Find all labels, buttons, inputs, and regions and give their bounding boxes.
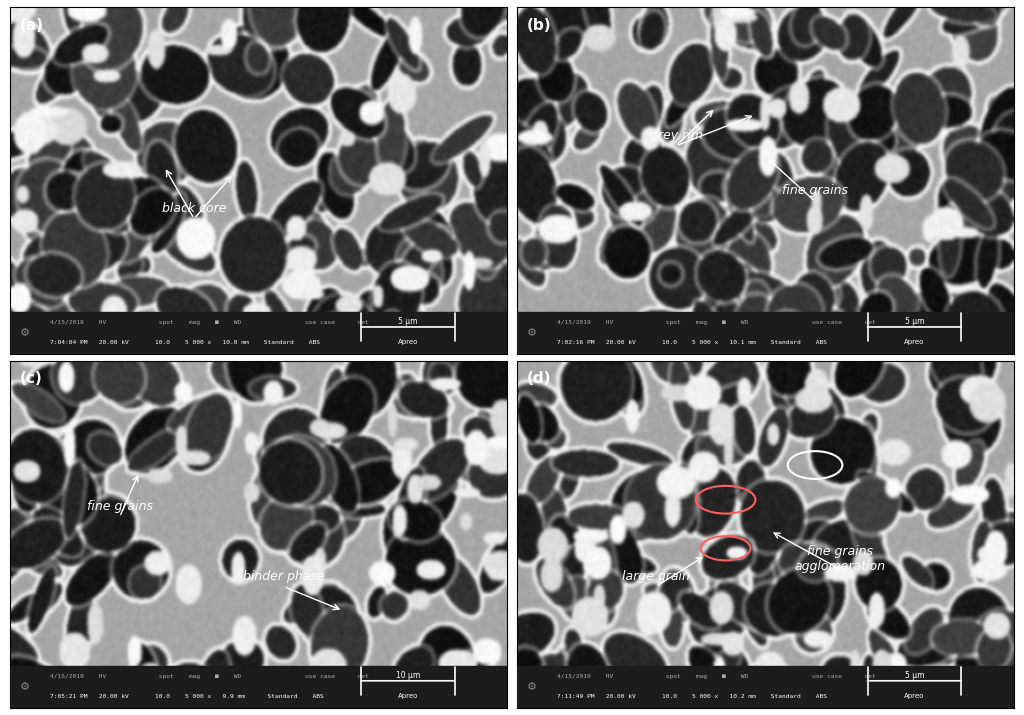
- Text: 4/15/2019    HV              spot    mag    ■    WD                 use case    : 4/15/2019 HV spot mag ■ WD use case: [50, 674, 369, 679]
- Text: 4/15/2019    HV              spot    mag    ■    WD                 use case    : 4/15/2019 HV spot mag ■ WD use case: [557, 674, 876, 679]
- Text: 5 μm: 5 μm: [904, 671, 924, 680]
- Bar: [517, 312, 1014, 354]
- Text: 7:02:16 PM   20.00 kV       10.0    5 000 x   10.1 mm    Standard    ABS: 7:02:16 PM 20.00 kV 10.0 5 000 x 10.1 mm…: [557, 340, 826, 345]
- Text: 4/15/2019    HV              spot    mag    ■    WD                 use case    : 4/15/2019 HV spot mag ■ WD use case: [557, 320, 876, 325]
- Text: (b): (b): [527, 18, 552, 33]
- Text: 7:05:21 PM   20.00 kV       10.0    5 000 x   9.9 mm      Standard    ABS: 7:05:21 PM 20.00 kV 10.0 5 000 x 9.9 mm …: [50, 694, 324, 699]
- Text: 5 μm: 5 μm: [904, 317, 924, 326]
- Text: 10 μm: 10 μm: [395, 671, 420, 680]
- Text: 7:04:04 PM   20.00 kV       10.0    5 000 x   10.0 mm    Standard    ABS: 7:04:04 PM 20.00 kV 10.0 5 000 x 10.0 mm…: [50, 340, 319, 345]
- Text: 4/15/2019    HV              spot    mag    ■    WD                 use case    : 4/15/2019 HV spot mag ■ WD use case: [50, 320, 369, 325]
- Text: fine grains
agglomeration: fine grains agglomeration: [795, 545, 886, 573]
- Text: binder phase: binder phase: [243, 570, 325, 583]
- Text: ⚙: ⚙: [527, 682, 537, 692]
- Text: 7:11:49 PM   20.00 kV       10.0    5 000 x   10.2 mm    Standard    ABS: 7:11:49 PM 20.00 kV 10.0 5 000 x 10.2 mm…: [557, 694, 826, 699]
- Text: (a): (a): [20, 18, 44, 33]
- Text: Apreo: Apreo: [904, 694, 925, 699]
- Text: ⚙: ⚙: [527, 328, 537, 338]
- Text: ⚙: ⚙: [20, 328, 30, 338]
- Text: Apreo: Apreo: [397, 340, 418, 345]
- Bar: [10, 666, 507, 708]
- Text: 5 μm: 5 μm: [398, 317, 418, 326]
- Text: (d): (d): [527, 371, 551, 386]
- Text: (c): (c): [20, 371, 43, 386]
- Text: Apreo: Apreo: [904, 340, 925, 345]
- Text: grey rim: grey rim: [649, 129, 702, 142]
- Bar: [10, 312, 507, 354]
- Text: fine grains: fine grains: [87, 500, 153, 513]
- Text: ⚙: ⚙: [20, 682, 30, 692]
- Text: large grain: large grain: [623, 570, 690, 583]
- Text: fine grains: fine grains: [782, 184, 848, 197]
- Bar: [517, 666, 1014, 708]
- Text: Apreo: Apreo: [397, 694, 418, 699]
- Text: black core: black core: [162, 202, 226, 214]
